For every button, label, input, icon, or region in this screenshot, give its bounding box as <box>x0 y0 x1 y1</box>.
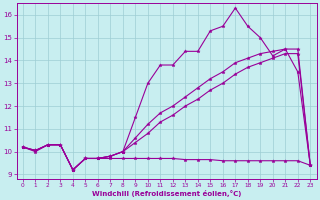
X-axis label: Windchill (Refroidissement éolien,°C): Windchill (Refroidissement éolien,°C) <box>92 190 241 197</box>
